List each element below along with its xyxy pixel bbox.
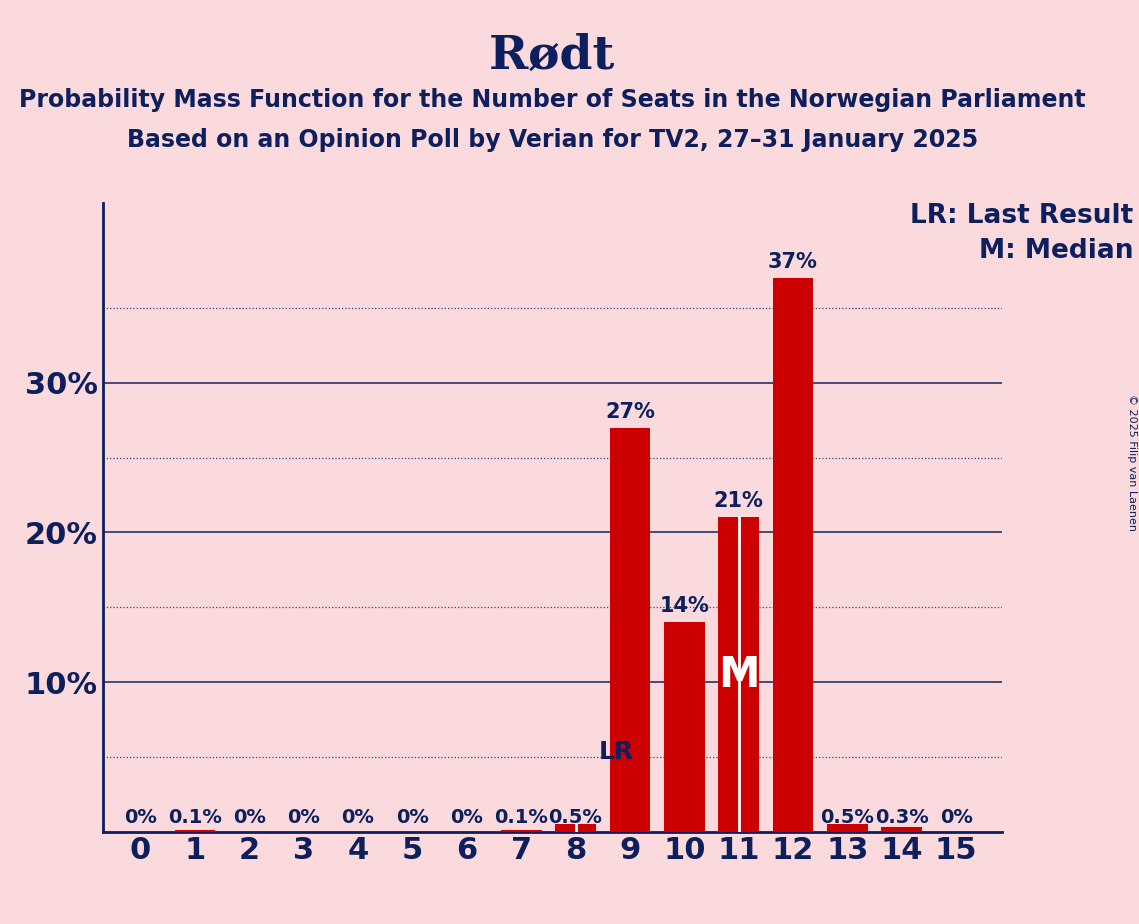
Bar <box>772 278 813 832</box>
Bar <box>664 622 705 832</box>
Text: Probability Mass Function for the Number of Seats in the Norwegian Parliament: Probability Mass Function for the Number… <box>19 88 1085 112</box>
Text: 0.3%: 0.3% <box>875 808 928 827</box>
Text: LR: Last Result: LR: Last Result <box>910 203 1133 229</box>
Text: 0%: 0% <box>396 808 429 827</box>
Bar <box>609 428 650 832</box>
Bar <box>827 824 868 832</box>
Text: © 2025 Filip van Laenen: © 2025 Filip van Laenen <box>1126 394 1137 530</box>
Bar <box>555 824 596 832</box>
Text: 0%: 0% <box>940 808 973 827</box>
Bar <box>501 830 541 832</box>
Text: LR: LR <box>598 740 633 764</box>
Text: 0.1%: 0.1% <box>167 808 222 827</box>
Text: 0%: 0% <box>287 808 320 827</box>
Text: 0%: 0% <box>450 808 483 827</box>
Text: 0%: 0% <box>342 808 375 827</box>
Text: 0%: 0% <box>124 808 157 827</box>
Text: 0.5%: 0.5% <box>549 808 603 827</box>
Text: Based on an Opinion Poll by Verian for TV2, 27–31 January 2025: Based on an Opinion Poll by Verian for T… <box>126 128 978 152</box>
Text: 0.1%: 0.1% <box>494 808 548 827</box>
Text: 27%: 27% <box>605 402 655 421</box>
Text: 21%: 21% <box>714 492 763 512</box>
Text: M: M <box>718 653 760 696</box>
Text: 14%: 14% <box>659 596 710 616</box>
Text: Rødt: Rødt <box>490 32 615 79</box>
Bar <box>174 830 215 832</box>
Text: 0.5%: 0.5% <box>820 808 875 827</box>
Text: M: Median: M: Median <box>978 238 1133 264</box>
Bar <box>719 517 759 832</box>
Bar <box>882 827 923 832</box>
Text: 0%: 0% <box>232 808 265 827</box>
Text: 37%: 37% <box>768 252 818 272</box>
